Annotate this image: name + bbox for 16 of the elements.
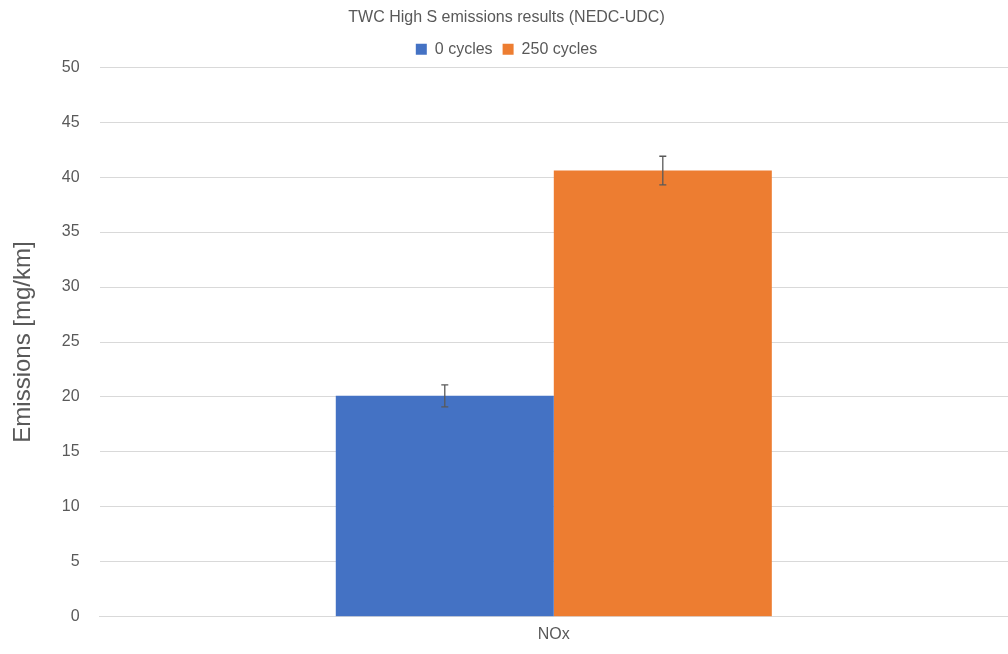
y-tick-label: 50: [61, 57, 80, 75]
y-tick-label: 25: [61, 332, 80, 350]
chart-title: TWC High S emissions results (NEDC-UDC): [348, 8, 665, 26]
y-tick-label: 5: [70, 552, 80, 570]
y-tick-label: 20: [61, 387, 80, 405]
legend-label: 250 cycles: [521, 39, 598, 57]
y-tick-label: 40: [61, 167, 80, 185]
y-tick-label: 15: [61, 442, 80, 460]
y-tick-label: 35: [61, 222, 80, 240]
y-tick-label: 30: [61, 277, 80, 295]
y-tick-label: 0: [70, 607, 80, 625]
y-tick-label: 10: [61, 497, 80, 515]
y-tick-label: 45: [61, 112, 80, 130]
legend-label: 0 cycles: [434, 39, 493, 57]
y-axis-title: Emissions [mg/km]: [8, 241, 36, 443]
x-tick-label: NOx: [537, 624, 570, 642]
